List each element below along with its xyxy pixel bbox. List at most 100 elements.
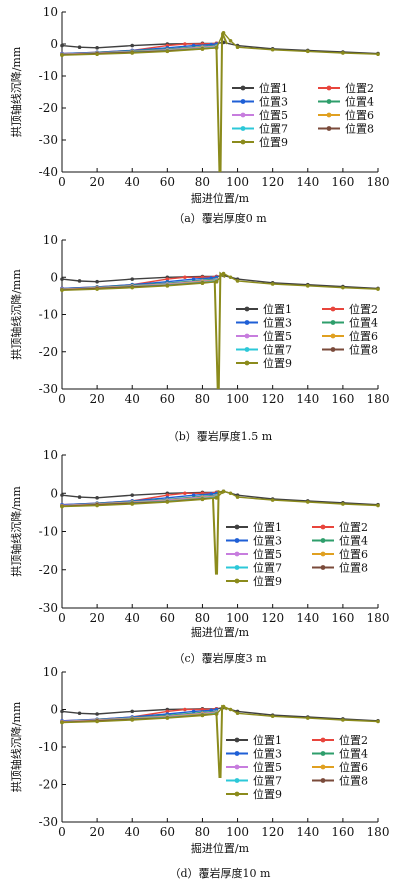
- x-tick-label: 40: [125, 392, 140, 406]
- legend-marker: [320, 524, 326, 530]
- y-tick-label: 10: [43, 665, 58, 679]
- y-tick-label: -30: [39, 815, 58, 829]
- legend-label: 位置7: [253, 561, 282, 575]
- legend-label: 位置5: [253, 760, 282, 774]
- y-tick-label: 0: [50, 270, 58, 284]
- figure-caption: （d）覆岩厚度10 m: [170, 866, 272, 880]
- data-point: [376, 287, 380, 291]
- legend-marker: [240, 112, 246, 118]
- y-tick-label: -30: [39, 382, 58, 396]
- data-point: [270, 282, 275, 286]
- data-point: [130, 718, 135, 722]
- data-point: [228, 707, 233, 712]
- x-tick-label: 100: [226, 825, 249, 839]
- y-tick-label: -10: [39, 308, 58, 322]
- data-point: [60, 504, 64, 509]
- legend-label: 位置8: [345, 122, 374, 136]
- legend-marker: [234, 737, 240, 743]
- legend-marker: [326, 85, 332, 91]
- x-tick-label: 40: [125, 825, 140, 839]
- data-point: [376, 503, 380, 508]
- x-tick-label: 80: [195, 611, 210, 625]
- x-tick-label: 80: [195, 392, 210, 406]
- x-tick-label: 0: [58, 825, 66, 839]
- data-point: [95, 496, 99, 500]
- legend-label: 位置6: [339, 760, 368, 774]
- x-tick-label: 120: [261, 175, 284, 189]
- y-axis-label: 拱顶轴线沉降/mm: [9, 486, 23, 577]
- legend-marker: [234, 565, 240, 570]
- data-point: [77, 711, 82, 716]
- settlement-spike: [213, 271, 226, 389]
- y-tick-label: 10: [43, 233, 58, 247]
- data-point: [60, 720, 64, 725]
- data-point: [191, 277, 196, 281]
- figure-caption: （b）覆岩厚度1.5 m: [168, 429, 273, 443]
- legend-marker: [330, 333, 336, 339]
- chart-legend: 位置1 位置2 位置3 位置4 位置5 位置6 位置7 位置8 位置9: [226, 520, 368, 588]
- data-point: [341, 285, 345, 290]
- data-point: [191, 709, 196, 714]
- legend-marker: [240, 126, 246, 131]
- chart-panel-b: 0 20 40 60 80 100 120 140 160 180100-10-20-30拱顶轴线…: [9, 233, 389, 443]
- legend-label: 位置8: [339, 774, 368, 788]
- legend-label: 位置9: [259, 135, 288, 149]
- data-point: [95, 287, 99, 291]
- data-point: [95, 46, 99, 50]
- legend-marker: [240, 139, 246, 145]
- legend-marker: [244, 306, 250, 312]
- legend-marker: [320, 551, 326, 557]
- x-tick-label: 60: [160, 825, 175, 839]
- data-point: [341, 51, 345, 55]
- legend-label: 位置7: [263, 343, 292, 357]
- x-tick-label: 160: [331, 825, 354, 839]
- y-tick-label: 0: [50, 486, 58, 500]
- legend-marker: [326, 99, 332, 104]
- x-tick-label: 0: [58, 392, 66, 406]
- data-point: [183, 275, 187, 280]
- data-point: [183, 491, 187, 496]
- x-tick-label: 180: [367, 392, 390, 406]
- x-tick-label: 40: [125, 175, 140, 189]
- data-point: [235, 45, 240, 49]
- legend-marker: [234, 551, 240, 557]
- legend-marker: [330, 347, 336, 352]
- data-point: [235, 711, 240, 716]
- y-tick-label: -30: [39, 601, 58, 615]
- y-axis-label: 拱顶轴线沉降/mm: [9, 269, 23, 360]
- data-point: [376, 52, 380, 57]
- x-tick-label: 20: [89, 175, 104, 189]
- data-point: [305, 49, 310, 54]
- x-tick-label: 120: [261, 611, 284, 625]
- data-point: [165, 277, 170, 281]
- figure-caption: （c）覆岩厚度3 m: [173, 651, 267, 665]
- legend-label: 位置4: [339, 747, 368, 761]
- series-line-9: [62, 490, 378, 508]
- x-tick-label: 100: [226, 392, 249, 406]
- x-tick-label: 160: [331, 392, 354, 406]
- chart-panel-d: 0 20 40 60 80 100 120 140 160 180100-10-20-30拱顶轴线…: [9, 665, 389, 880]
- y-tick-label: -20: [39, 778, 58, 792]
- legend-label: 位置1: [263, 302, 292, 316]
- chart-legend: 位置1 位置2 位置3 位置4 位置5 位置6 位置7 位置8 位置9: [236, 302, 378, 370]
- x-tick-label: 100: [226, 611, 249, 625]
- legend-label: 位置5: [259, 108, 288, 122]
- data-point: [270, 714, 275, 719]
- x-tick-label: 160: [331, 611, 354, 625]
- legend-marker: [234, 538, 240, 543]
- legend-label: 位置4: [339, 534, 368, 548]
- y-tick-label: 10: [43, 448, 58, 462]
- data-point: [341, 718, 345, 722]
- legend-label: 位置6: [349, 329, 378, 343]
- x-tick-label: 20: [89, 825, 104, 839]
- data-point: [130, 43, 135, 48]
- legend-marker: [244, 360, 250, 366]
- data-point: [60, 288, 64, 293]
- data-point: [165, 500, 170, 504]
- chart-panel-c: 0 20 40 60 80 100 120 140 160 180100-10-20-30拱顶轴线…: [9, 448, 389, 665]
- legend-marker: [320, 565, 326, 570]
- legend-marker: [234, 778, 240, 783]
- legend-marker: [234, 524, 240, 530]
- data-point: [95, 279, 99, 284]
